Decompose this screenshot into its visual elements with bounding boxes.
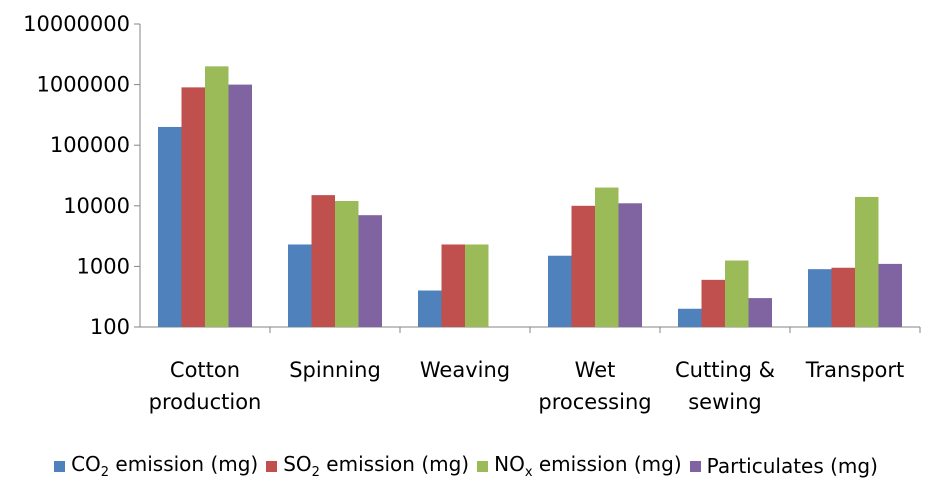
bar [701, 279, 725, 327]
bar [228, 84, 252, 327]
bar [311, 195, 335, 327]
legend-swatch [266, 460, 278, 472]
x-tick-label: Wet processing [538, 358, 651, 414]
bar [878, 263, 902, 327]
x-axis-labels: Cotton production Spinning Weaving Wet proces… [149, 327, 921, 414]
y-tick-label: 1000 [77, 254, 130, 278]
bar [725, 260, 749, 327]
bar [595, 187, 619, 327]
x-tick-label: Cotton production [149, 358, 262, 414]
bar [548, 255, 572, 327]
bar [678, 308, 702, 327]
bar [808, 269, 832, 327]
bar [831, 267, 855, 327]
y-tick-label: 10000 [63, 194, 130, 218]
bar [571, 205, 595, 327]
bars [158, 66, 902, 328]
legend-item: NOx emission (mg) [477, 452, 682, 480]
legend-item: SO2 emission (mg) [266, 452, 469, 480]
bar [441, 244, 465, 327]
y-axis-ticks: 100 1000 10000 100000 1000000 10000000 [23, 12, 140, 339]
legend-label: SO2 emission (mg) [283, 452, 470, 480]
bar [748, 298, 772, 327]
bar [358, 215, 382, 327]
bar [618, 203, 642, 327]
y-tick-label: 100000 [50, 133, 130, 157]
x-tick-label: Weaving [420, 358, 510, 382]
x-tick-label: Spinning [289, 358, 381, 382]
bar [465, 244, 489, 327]
bar-chart: 100 1000 10000 100000 1000000 10000000 Cotton… [23, 12, 921, 414]
bar [288, 244, 312, 327]
y-tick-label: 1000000 [36, 73, 130, 97]
bar [205, 66, 229, 328]
bar [181, 87, 205, 328]
bar [335, 201, 359, 327]
legend-item: Particulates (mg) [689, 454, 878, 478]
legend-label: Particulates (mg) [706, 454, 878, 478]
bar [418, 290, 442, 327]
x-tick-label: Cutting & sewing [675, 358, 775, 414]
legend-label: CO2 emission (mg) [71, 452, 259, 480]
bar [158, 126, 182, 327]
legend-swatch [689, 460, 701, 472]
y-tick-label: 10000000 [23, 12, 130, 36]
legend-swatch [477, 460, 489, 472]
legend-swatch [54, 460, 66, 472]
legend: CO2 emission (mg) SO2 emission (mg) NOx em… [0, 449, 932, 483]
y-tick-label: 100 [90, 315, 130, 339]
legend-label: NOx emission (mg) [494, 452, 682, 480]
legend-item: CO2 emission (mg) [54, 452, 258, 480]
bar [855, 196, 879, 327]
x-tick-label: Transport [805, 358, 905, 382]
